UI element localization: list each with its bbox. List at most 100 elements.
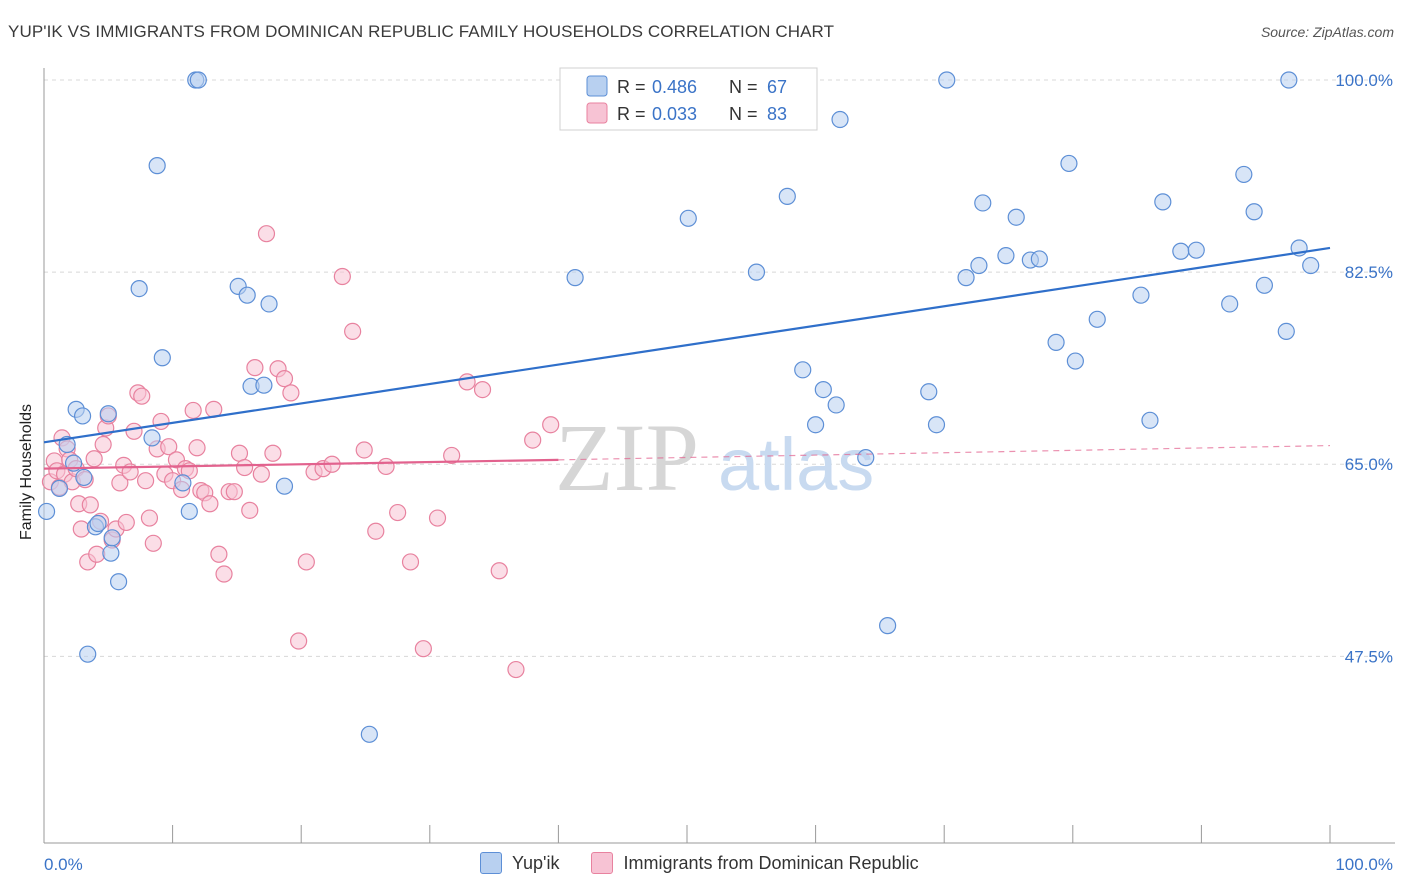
yupik-point [1141, 411, 1159, 429]
yupik-point [778, 187, 796, 205]
dominican-point [201, 495, 219, 513]
bottom-legend-swatch-dominican [591, 852, 614, 874]
yupik-point [1066, 352, 1084, 370]
yupik-point [255, 376, 273, 394]
legend-r-label-1: R = [617, 77, 646, 97]
legend-n-label-2: N = [729, 104, 758, 124]
dominican-point [290, 632, 308, 650]
dominican-point [355, 441, 373, 459]
yupik-point [1302, 256, 1320, 275]
yupik-point [1007, 208, 1025, 226]
yupik-point [109, 573, 128, 591]
yupik-point [1187, 241, 1205, 259]
yupik-point [920, 383, 938, 401]
yupik-point [957, 269, 975, 287]
dominican-point [85, 450, 103, 468]
trend-line-dominican-extension [558, 444, 1331, 461]
dominican-point [111, 474, 129, 492]
dominican-point [542, 416, 560, 434]
trend-line-dominican [43, 458, 559, 470]
yupik-point [73, 407, 92, 425]
series-dominican-points [41, 225, 560, 679]
yupik-point [1047, 333, 1065, 351]
dominican-point [473, 380, 492, 399]
yupik-point [1030, 250, 1048, 268]
dominican-point [490, 562, 508, 580]
dominican-point [188, 439, 206, 457]
yupik-point [1235, 165, 1253, 184]
legend-swatch-dominican [586, 102, 608, 124]
yupik-point [1245, 203, 1263, 221]
yupik-point [1221, 295, 1239, 313]
bottom-legend-label-dominican: Immigrants from Dominican Republic [623, 852, 919, 873]
dominican-point [117, 513, 135, 532]
dominican-point [94, 435, 112, 454]
dominican-point [236, 458, 254, 477]
dominican-point [140, 509, 159, 527]
yupik-point [814, 380, 832, 399]
dominican-point [241, 501, 259, 519]
y-tick-label-1: 65.0% [1345, 455, 1393, 474]
dominican-point [257, 225, 276, 243]
dominican-point [81, 496, 99, 514]
yupik-point [1088, 310, 1106, 328]
y-tick-label-2: 82.5% [1345, 263, 1393, 282]
yupik-point [99, 405, 117, 423]
bottom-legend-swatch-yupik [480, 852, 502, 874]
yupik-point [103, 529, 121, 547]
dominican-point [252, 465, 270, 483]
dominican-point [246, 359, 264, 377]
legend-n-value-2: 83 [767, 104, 787, 124]
dominican-point [160, 438, 178, 456]
dominican-point [344, 322, 362, 341]
legend-r-value-2: 0.033 [652, 104, 697, 124]
yupik-point [153, 349, 171, 367]
y-axis-label: Family Households [18, 403, 35, 540]
yupik-point [1154, 193, 1172, 211]
series-yupik-points [37, 71, 1320, 743]
yupik-point [1255, 276, 1274, 294]
watermark-zip: ZIP [555, 404, 699, 511]
chart-title: YUP'IK VS IMMIGRANTS FROM DOMINICAN REPU… [8, 22, 835, 41]
yupik-point [1132, 286, 1150, 304]
yupik-point [360, 725, 378, 743]
dominican-point [414, 640, 432, 658]
legend-r-label-2: R = [617, 104, 646, 124]
yupik-point [102, 544, 120, 562]
yupik-point [37, 502, 56, 521]
yupik-point [747, 263, 766, 281]
yupik-point [879, 617, 897, 635]
dominican-point [215, 565, 233, 583]
legend-swatch-yupik [586, 75, 608, 97]
dominican-point [133, 387, 151, 405]
dominican-point [225, 483, 243, 501]
bottom-legend-label-yupik: Yup'ik [512, 852, 560, 873]
yupik-point [1277, 322, 1295, 341]
yupik-point [1060, 154, 1078, 173]
watermark-atlas: atlas [718, 423, 874, 506]
yupik-point [857, 449, 875, 467]
dominican-point [297, 553, 315, 571]
dominican-point [524, 431, 542, 449]
yupik-point [89, 514, 107, 533]
yupik-point [75, 468, 93, 487]
yupik-point [238, 286, 256, 304]
dominican-point [389, 503, 407, 522]
yupik-point [974, 194, 992, 212]
y-tick-label-3: 100.0% [1335, 71, 1393, 90]
yupik-point [180, 502, 198, 521]
dominican-point [210, 545, 228, 563]
legend-n-value-1: 67 [767, 77, 787, 97]
dominican-point [230, 444, 249, 462]
dominican-point [72, 520, 90, 538]
dominican-point [333, 267, 351, 286]
yupik-point [260, 295, 278, 313]
dominican-point [152, 412, 170, 431]
yupik-point [1280, 71, 1298, 89]
yupik-point [927, 416, 946, 434]
dominican-point [184, 401, 202, 420]
legend-box: R = 0.486 N = 67 R = 0.033 N = 83 [559, 67, 818, 131]
yupik-point [1172, 242, 1190, 260]
yupik-point [174, 474, 192, 492]
dominican-point [88, 545, 106, 563]
